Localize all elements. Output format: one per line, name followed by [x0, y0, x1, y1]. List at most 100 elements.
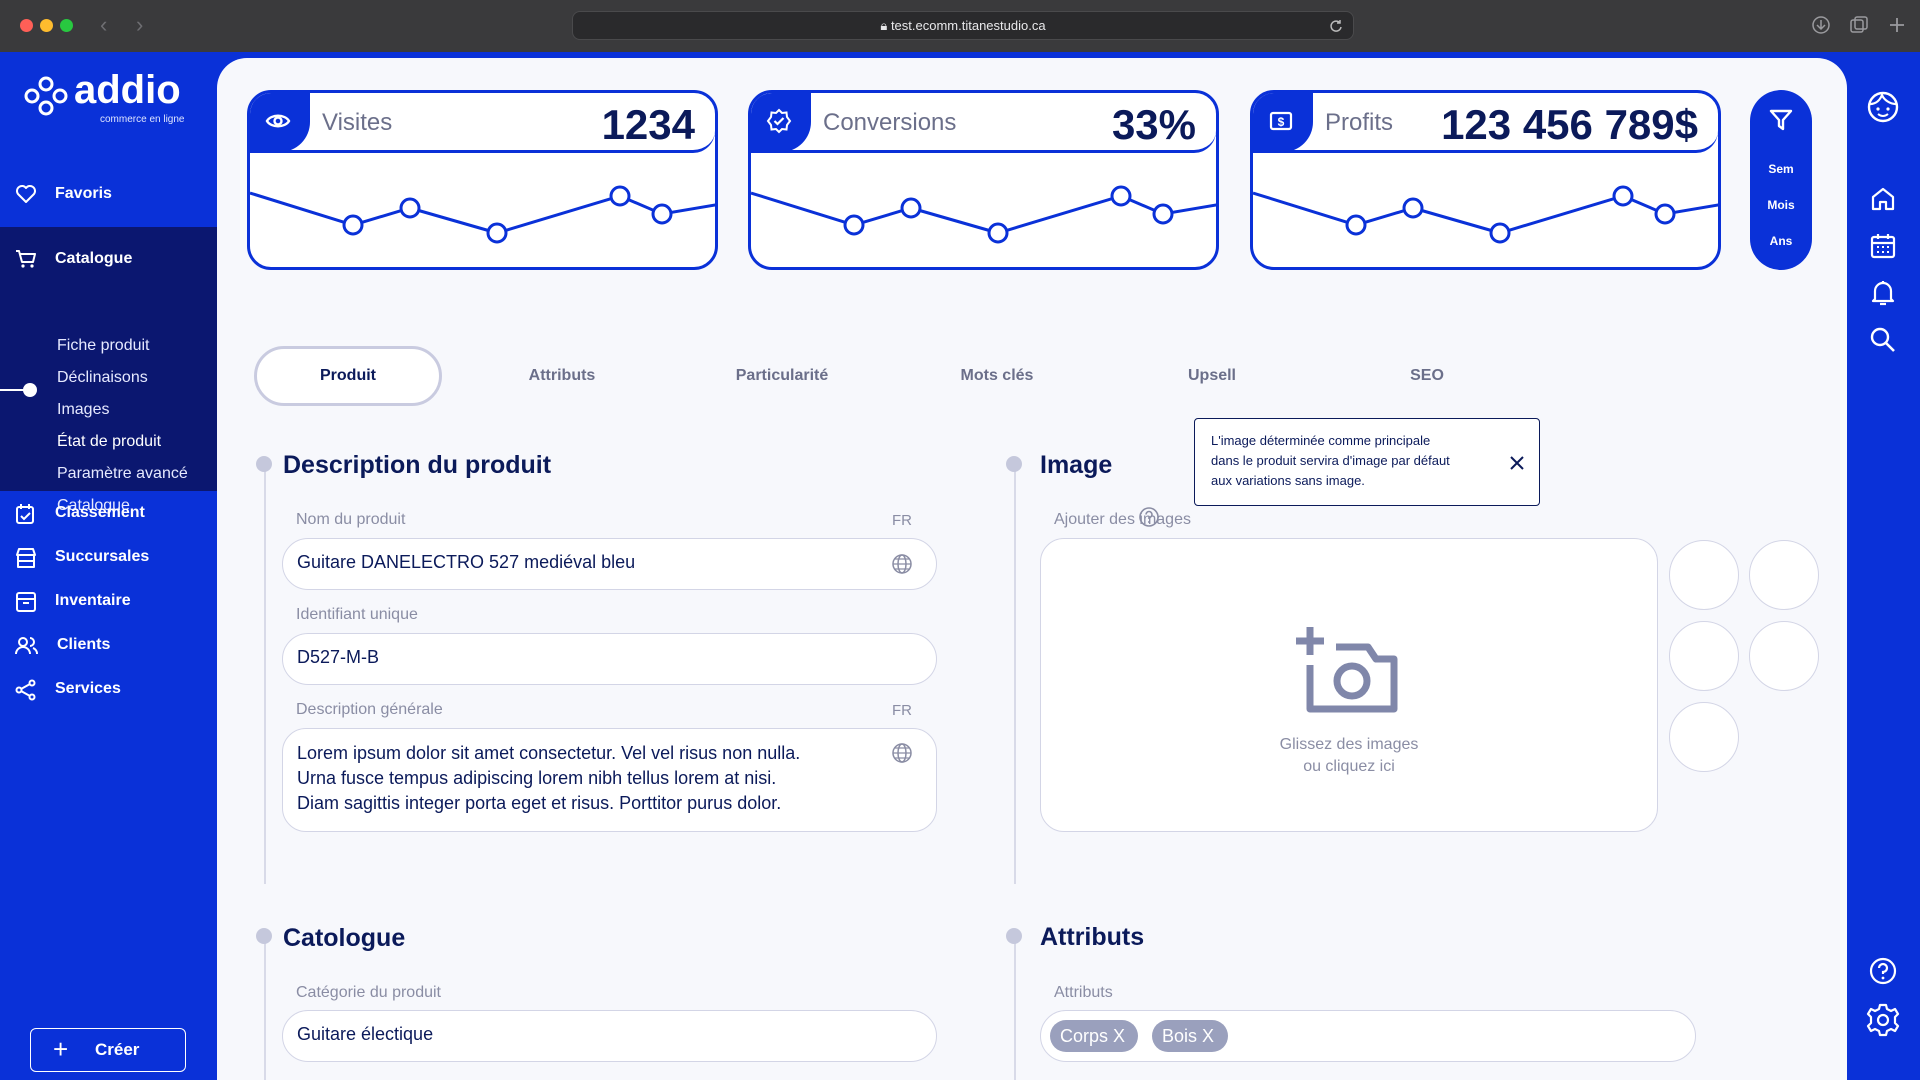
- description-line: Lorem ipsum dolor sit amet consectetur. …: [297, 743, 801, 763]
- general-description-label: Description générale: [296, 701, 443, 718]
- stat-title: Conversions: [823, 109, 957, 136]
- tab-upsell[interactable]: Upsell: [1187, 367, 1236, 384]
- filter-icon[interactable]: [1769, 108, 1793, 132]
- minimize-window-button[interactable]: [40, 19, 53, 32]
- calendar-icon[interactable]: [1870, 233, 1896, 259]
- description-line: Diam sagittis integer porta eget et risu…: [297, 793, 782, 813]
- users-icon: [15, 637, 38, 655]
- submenu-catalogue[interactable]: Catalogue: [57, 497, 130, 514]
- submenu-fiche-produit[interactable]: Fiche produit: [57, 337, 150, 354]
- stat-card-header: Visites 1234: [250, 93, 715, 153]
- attribute-chip[interactable]: Corps X: [1050, 1020, 1138, 1052]
- back-icon[interactable]: ‹: [100, 12, 108, 37]
- attributes-label: Attributs: [1054, 984, 1113, 1001]
- filter-option-ans[interactable]: Ans: [1769, 234, 1793, 248]
- sidebar-item-favoris[interactable]: Favoris: [0, 176, 232, 212]
- section-timeline: [1014, 464, 1016, 884]
- sidebar-item-clients[interactable]: Clients: [0, 627, 232, 663]
- product-name-input[interactable]: Guitare DANELECTRO 527 mediéval bleu: [282, 538, 937, 590]
- reload-icon[interactable]: [1329, 19, 1343, 33]
- product-category-input[interactable]: Guitare électique: [282, 1010, 937, 1062]
- stat-value: 123 456 789$: [1441, 101, 1698, 148]
- profile-face-icon[interactable]: [1866, 90, 1900, 124]
- tab-particularite[interactable]: Particularité: [735, 367, 829, 384]
- home-icon[interactable]: [1870, 186, 1896, 212]
- money-icon: $: [1269, 111, 1293, 131]
- stat-card-visites[interactable]: Visites 1234: [247, 90, 718, 270]
- add-images-label: Ajouter des images: [1054, 511, 1191, 528]
- attribute-chip[interactable]: Bois X: [1152, 1020, 1228, 1052]
- sidebar-item-label: Classement: [55, 504, 145, 521]
- create-button[interactable]: + Créer: [30, 1028, 186, 1072]
- section-timeline: [1014, 936, 1016, 1080]
- help-circle-icon[interactable]: [1869, 957, 1897, 985]
- stat-card-icon-badge: [751, 93, 811, 152]
- sidebar-item-label: Favoris: [55, 185, 112, 202]
- chip-label: Corps X: [1060, 1026, 1126, 1046]
- stat-card-header: Conversions 33%: [751, 93, 1216, 153]
- submenu-parametre-avance[interactable]: Paramètre avancé: [57, 465, 188, 482]
- stat-card-profits[interactable]: $ Profits 123 456 789$: [1250, 90, 1721, 270]
- general-description-text: Lorem ipsum dolor sit amet consectetur. …: [297, 741, 800, 816]
- product-name-value: Guitare DANELECTRO 527 mediéval bleu: [297, 552, 636, 572]
- tabs-icon[interactable]: [1848, 14, 1870, 36]
- product-name-label: Nom du produit: [296, 511, 406, 528]
- globe-icon[interactable]: [891, 553, 913, 575]
- share-icon: [15, 679, 36, 701]
- download-icon[interactable]: [1810, 14, 1832, 36]
- cart-icon: [16, 250, 36, 268]
- brand-tagline: commerce en ligne: [100, 114, 185, 125]
- filter-option-sem[interactable]: Sem: [1768, 162, 1794, 176]
- help-icon[interactable]: [1138, 506, 1160, 528]
- bell-icon[interactable]: [1870, 279, 1896, 307]
- tab-seo[interactable]: SEO: [1410, 367, 1444, 384]
- image-dropzone[interactable]: Glissez des images ou cliquez ici: [1040, 538, 1658, 832]
- sidebar-item-classement[interactable]: Classement: [0, 495, 232, 531]
- sidebar-item-label: Inventaire: [55, 592, 131, 609]
- image-thumbnail-slot[interactable]: [1749, 621, 1819, 691]
- stat-card-icon-badge: [250, 93, 310, 152]
- badge-check-icon: [766, 108, 792, 134]
- section-timeline: [264, 936, 266, 1080]
- sparkline-chart: [250, 185, 715, 244]
- url-text: test.ecomm.titanestudio.ca: [890, 18, 1046, 33]
- image-thumbnail-slot[interactable]: [1669, 621, 1739, 691]
- submenu-images[interactable]: Images: [57, 401, 110, 418]
- sidebar-item-label: Catalogue: [55, 250, 133, 267]
- image-thumbnail-slot[interactable]: [1669, 702, 1739, 772]
- sidebar: addio commerce en ligne Favoris Catalogu…: [0, 52, 233, 1080]
- general-description-textarea[interactable]: Lorem ipsum dolor sit amet consectetur. …: [282, 728, 937, 832]
- brand-logo[interactable]: addio commerce en ligne: [22, 68, 192, 128]
- globe-icon[interactable]: [891, 742, 913, 764]
- address-bar[interactable]: 🔒︎ test.ecomm.titanestudio.ca: [572, 11, 1354, 40]
- filter-option-mois[interactable]: Mois: [1767, 198, 1795, 212]
- archive-icon: [16, 592, 36, 612]
- submenu-declinaisons[interactable]: Déclinaisons: [57, 369, 148, 386]
- sidebar-item-succursales[interactable]: Succursales: [0, 539, 232, 575]
- tab-attributs[interactable]: Attributs: [528, 367, 596, 384]
- search-icon[interactable]: [1870, 327, 1896, 353]
- tab-mots-cles[interactable]: Mots clés: [960, 367, 1034, 384]
- stat-card-conversions[interactable]: Conversions 33%: [748, 90, 1219, 270]
- forward-icon[interactable]: ›: [136, 12, 144, 37]
- tab-produit[interactable]: Produit: [254, 346, 442, 406]
- section-dot: [1006, 456, 1022, 472]
- image-thumbnail-slot[interactable]: [1749, 540, 1819, 610]
- tooltip-text: L'image déterminée comme principale: [1211, 433, 1431, 448]
- browser-toolbar: ‹ › 🔒︎ test.ecomm.titanestudio.ca: [0, 0, 1920, 52]
- maximize-window-button[interactable]: [60, 19, 73, 32]
- sidebar-item-inventaire[interactable]: Inventaire: [0, 583, 232, 619]
- new-tab-icon[interactable]: [1886, 14, 1908, 36]
- settings-gear-icon[interactable]: [1866, 1003, 1900, 1037]
- close-icon[interactable]: [1509, 455, 1525, 471]
- product-category-label: Catégorie du produit: [296, 984, 441, 1001]
- sidebar-item-services[interactable]: Services: [0, 671, 232, 707]
- image-thumbnail-slot[interactable]: [1669, 540, 1739, 610]
- sidebar-item-catalogue[interactable]: Catalogue: [0, 241, 232, 277]
- unique-id-label: Identifiant unique: [296, 606, 418, 623]
- unique-id-input[interactable]: D527-M-B: [282, 633, 937, 685]
- submenu-etat-de-produit[interactable]: État de produit: [57, 433, 162, 450]
- chip-label: Bois X: [1162, 1026, 1215, 1046]
- close-window-button[interactable]: [20, 19, 33, 32]
- attributes-input[interactable]: Corps X Bois X: [1040, 1010, 1696, 1062]
